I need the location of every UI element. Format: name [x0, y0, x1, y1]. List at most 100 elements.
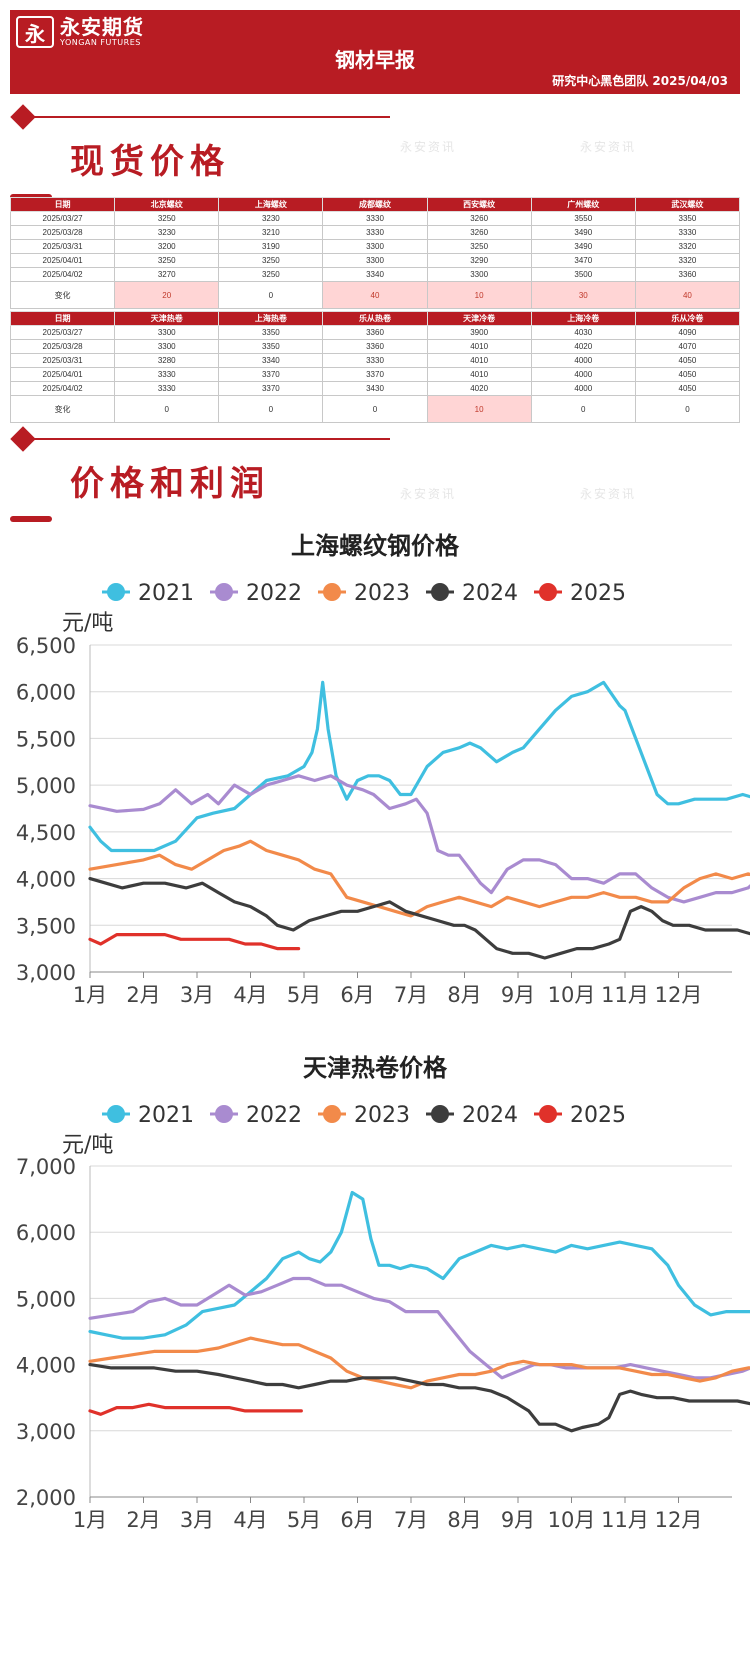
- y-tick-label: 4,000: [16, 1354, 76, 1378]
- table-cell: 3490: [530, 225, 636, 240]
- table-cell: 3360: [322, 325, 428, 340]
- y-tick-label: 6,000: [16, 681, 76, 705]
- table-cell: 3290: [426, 253, 532, 268]
- table-cell: 3270: [114, 267, 220, 282]
- table-cell: 3250: [426, 239, 532, 254]
- table-cell: 3470: [530, 253, 636, 268]
- legend-marker: [107, 583, 125, 601]
- change-cell: 0: [114, 395, 220, 423]
- legend-item: 2025: [534, 1103, 626, 1128]
- table-cell: 2025/03/27: [9, 325, 116, 340]
- legend-item: 2022: [210, 581, 302, 606]
- table-cell: 4050: [634, 367, 741, 382]
- table-cell: 3260: [426, 225, 532, 240]
- x-tick-label: 4月: [233, 1508, 267, 1532]
- table-row: 2025/04/01 3250 3250 3300 3290 3470 3320: [9, 253, 741, 268]
- legend-label: 2024: [462, 581, 518, 606]
- change-cell: 变化: [9, 281, 116, 309]
- table-cell: 4010: [426, 339, 532, 354]
- section-title-profit: 价格和利润: [70, 464, 270, 504]
- x-tick-label: 3月: [180, 983, 214, 1007]
- change-cell: 0: [530, 395, 636, 423]
- table-cell: 3230: [218, 211, 324, 226]
- legend-marker: [431, 1105, 449, 1123]
- tianjin-hrc-chart: 天津热卷价格 2021 2022 2023 2024 2025 元/吨 2,000 3,000 4…: [0, 1040, 750, 1680]
- change-cell: 40: [634, 281, 741, 309]
- watermark: 永安资讯: [580, 140, 637, 154]
- table-header: 广州螺纹: [530, 197, 636, 212]
- y-tick-label: 7,000: [16, 1155, 76, 1179]
- table-cell: 4010: [426, 367, 532, 382]
- series-line-2024: [88, 877, 750, 960]
- table-cell: 3500: [530, 267, 636, 282]
- x-tick-label: 7月: [394, 983, 428, 1007]
- x-tick-label: 8月: [447, 1508, 481, 1532]
- table-cell: 3330: [634, 225, 741, 240]
- table-cell: 3320: [634, 239, 741, 254]
- table-row: 2025/03/28 3230 3210 3330 3260 3490 3330: [9, 225, 741, 240]
- y-tick-label: 3,000: [16, 961, 76, 985]
- x-tick-label: 6月: [340, 1508, 374, 1532]
- table-cell: 3370: [322, 367, 428, 382]
- series-line-2023: [88, 1336, 750, 1390]
- legend-item: 2025: [534, 581, 626, 606]
- report-header: 永 永安期货 YONGAN FUTURES 钢材早报 研究中心黑色团队 2025…: [10, 10, 740, 94]
- legend-item: 2022: [210, 1103, 302, 1128]
- table-cell: 3900: [426, 325, 532, 340]
- watermark: 永安资讯: [400, 487, 457, 501]
- table-cell: 4020: [530, 339, 636, 354]
- legend-label: 2023: [354, 1103, 410, 1128]
- y-tick-label: 3,000: [16, 1420, 76, 1444]
- legend-item: 2021: [102, 1103, 194, 1128]
- legend-marker: [323, 583, 341, 601]
- series-line-2024: [88, 1363, 750, 1433]
- table-cell: 2025/03/27: [9, 211, 116, 226]
- section-price-profit: 价格和利润: [10, 426, 390, 540]
- series-line-2023: [88, 839, 750, 918]
- x-tick-label: 11月: [601, 1508, 649, 1532]
- legend-item: 2021: [102, 581, 194, 606]
- x-tick-label: 5月: [287, 1508, 321, 1532]
- legend-label: 2023: [354, 581, 410, 606]
- series-line-2025: [88, 1402, 303, 1416]
- x-tick-label: 12月: [655, 983, 703, 1007]
- table-cell: 2025/04/01: [9, 367, 116, 382]
- table-header: 日期: [9, 311, 116, 326]
- report-subtitle: 研究中心黑色团队 2025/04/03: [552, 74, 728, 88]
- table-cell: 3260: [426, 211, 532, 226]
- table-cell: 3320: [634, 253, 741, 268]
- legend-item: 2023: [318, 581, 410, 606]
- change-row: 变化 20 0 40 10 30 40: [9, 281, 741, 309]
- logo-cn-text: 永安期货: [60, 15, 144, 39]
- table-cell: 4050: [634, 381, 741, 396]
- table-cell: 3340: [322, 267, 428, 282]
- table-cell: 3550: [530, 211, 636, 226]
- coil-price-table: 日期 天津热卷 上海热卷 乐从热卷 天津冷卷 上海冷卷 乐从冷卷 2025/03/27 3300…: [9, 311, 741, 423]
- legend-marker: [215, 583, 233, 601]
- table-cell: 2025/04/02: [9, 381, 116, 396]
- series-line-2022: [88, 1276, 750, 1380]
- table-cell: 3250: [218, 253, 324, 268]
- y-tick-label: 5,000: [16, 774, 76, 798]
- table-row: 2025/04/02 3330 3370 3430 4020 4000 4050: [9, 381, 741, 396]
- table-header: 天津热卷: [114, 311, 220, 326]
- change-row: 变化 0 0 0 10 0 0: [9, 395, 741, 423]
- legend-marker: [323, 1105, 341, 1123]
- table-cell: 3370: [218, 367, 324, 382]
- table-cell: 2025/03/28: [9, 225, 116, 240]
- table-cell: 4020: [426, 381, 532, 396]
- x-tick-label: 3月: [180, 1508, 214, 1532]
- x-tick-label: 4月: [233, 983, 267, 1007]
- table-cell: 3230: [114, 225, 220, 240]
- x-tick-label: 2月: [126, 983, 160, 1007]
- x-tick-label: 11月: [601, 983, 649, 1007]
- legend-label: 2025: [570, 1103, 626, 1128]
- logo-en-text: YONGAN FUTURES: [60, 38, 141, 47]
- table-cell: 3190: [218, 239, 324, 254]
- table-cell: 2025/04/01: [9, 253, 116, 268]
- table-cell: 3330: [114, 367, 220, 382]
- x-tick-label: 8月: [447, 983, 481, 1007]
- x-tick-label: 10月: [548, 1508, 596, 1532]
- section-title-spot: 现货价格: [70, 142, 230, 182]
- report-title: 钢材早报: [335, 48, 415, 72]
